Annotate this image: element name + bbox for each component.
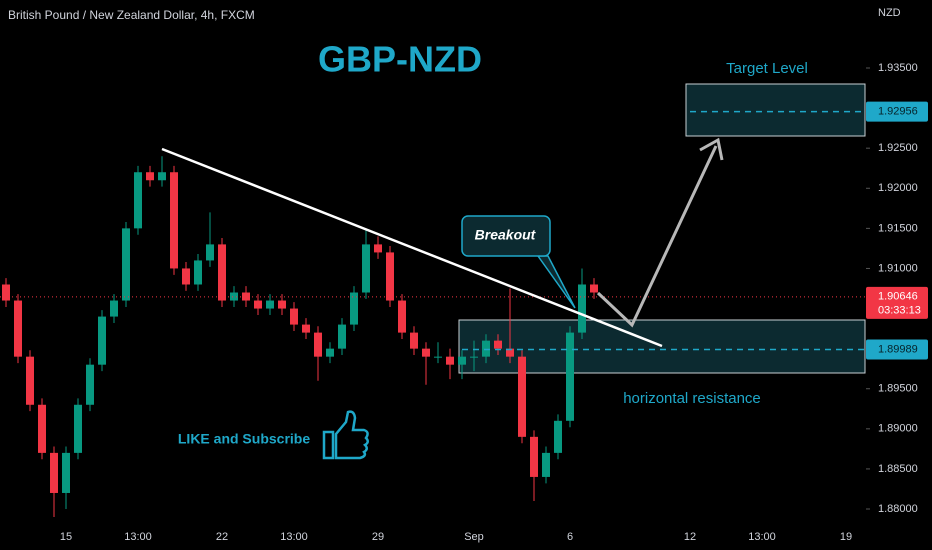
candle-body xyxy=(182,268,190,285)
candle-body xyxy=(590,284,598,293)
price-tag xyxy=(866,339,928,360)
overlay xyxy=(161,137,724,460)
x-tick-label: 29 xyxy=(372,531,384,543)
candle-body xyxy=(122,228,130,301)
candle-body xyxy=(506,348,514,357)
zones xyxy=(458,83,866,374)
candle-body xyxy=(530,436,538,477)
y-tick-label: 1.93500 xyxy=(878,62,918,74)
symbol-title: British Pound / New Zealand Dollar, 4h, … xyxy=(8,8,255,22)
candle-body xyxy=(278,300,286,309)
trend-line xyxy=(161,147,663,348)
cta-label: LIKE and Subscribe xyxy=(178,431,310,447)
y-tick-label: 1.89500 xyxy=(878,383,918,395)
candle-body xyxy=(362,244,370,293)
candle-body xyxy=(350,292,358,325)
price-tag-label: 1.89989 xyxy=(878,343,918,355)
candle-body xyxy=(398,300,406,333)
candle-body xyxy=(26,356,34,405)
candle-body xyxy=(326,348,334,357)
candle-body xyxy=(14,300,22,357)
candle-body xyxy=(218,244,226,301)
candle-body xyxy=(578,284,586,333)
candle-body xyxy=(302,324,310,333)
price-tag xyxy=(866,101,928,122)
y-tick-label: 1.92500 xyxy=(878,142,918,154)
y-tick-label: 1.91000 xyxy=(878,262,918,274)
candle-body xyxy=(86,364,94,405)
candle-body xyxy=(74,404,82,453)
candle-body xyxy=(314,332,322,357)
x-tick-label: 19 xyxy=(840,531,852,543)
candle-body xyxy=(134,172,142,229)
x-tick-label: 12 xyxy=(684,531,696,543)
axis-unit: NZD xyxy=(878,7,901,19)
x-tick-label: 13:00 xyxy=(748,531,776,543)
price-tag xyxy=(866,286,928,319)
candle-body xyxy=(206,244,214,261)
candle-body xyxy=(482,340,490,357)
candle-body xyxy=(62,452,70,493)
y-tick-label: 1.88000 xyxy=(878,503,918,515)
candle-body xyxy=(470,356,478,358)
candle-body xyxy=(410,332,418,349)
candle-body xyxy=(338,324,346,349)
candle-body xyxy=(158,172,166,181)
candle-body xyxy=(266,300,274,309)
candle-body xyxy=(254,300,262,309)
candle-body xyxy=(458,356,466,365)
candle-body xyxy=(110,300,118,317)
price-tag-label: 1.92956 xyxy=(878,106,918,118)
candle-body xyxy=(242,292,250,301)
x-tick-label: 6 xyxy=(567,531,573,543)
callout-box xyxy=(461,215,551,257)
headline: GBP-NZD xyxy=(318,39,482,80)
candle-body xyxy=(50,452,58,493)
candle-body xyxy=(554,420,562,453)
candle-body xyxy=(422,348,430,357)
candle-body xyxy=(386,252,394,301)
candle-body xyxy=(170,172,178,269)
arrow-head xyxy=(699,137,724,161)
thumbs-up-icon xyxy=(322,410,369,460)
resistance-label: horizontal resistance xyxy=(623,390,761,407)
candle-body xyxy=(518,356,526,437)
candle-body xyxy=(542,452,550,477)
candle-body xyxy=(290,308,298,325)
candle-body xyxy=(434,356,442,358)
candle-body xyxy=(374,244,382,253)
x-tick-label: Sep xyxy=(464,531,484,543)
candle-body xyxy=(146,172,154,181)
countdown-label: 03:33:13 xyxy=(878,305,921,317)
x-tick-label: 13:00 xyxy=(124,531,152,543)
y-tick-label: 1.91500 xyxy=(878,222,918,234)
y-tick-label: 1.88500 xyxy=(878,463,918,475)
candles xyxy=(0,156,865,518)
target-label: Target Level xyxy=(726,60,808,77)
price-tag-label: 1.90646 xyxy=(878,291,918,303)
y-tick-label: 1.92000 xyxy=(878,182,918,194)
icon-hand xyxy=(334,410,369,460)
x-tick-label: 22 xyxy=(216,531,228,543)
candle-body xyxy=(230,292,238,301)
x-tick-label: 15 xyxy=(60,531,72,543)
price-axis: NZD 1.880001.885001.890001.895001.900001… xyxy=(866,0,932,550)
axis-background xyxy=(866,0,932,550)
projection-arrow xyxy=(596,145,718,328)
breakout-label: Breakout xyxy=(475,227,537,243)
candle-body xyxy=(98,316,106,365)
candle-body xyxy=(566,332,574,421)
resistance-zone xyxy=(458,319,866,374)
x-tick-label: 13:00 xyxy=(280,531,308,543)
candle-body xyxy=(446,356,454,365)
candle-body xyxy=(38,404,46,453)
candle-body xyxy=(494,340,502,349)
y-tick-label: 1.89000 xyxy=(878,423,918,435)
candle-body xyxy=(194,260,202,285)
icon-cuff xyxy=(322,430,335,460)
candle-body xyxy=(2,284,10,301)
target-zone xyxy=(685,83,866,137)
